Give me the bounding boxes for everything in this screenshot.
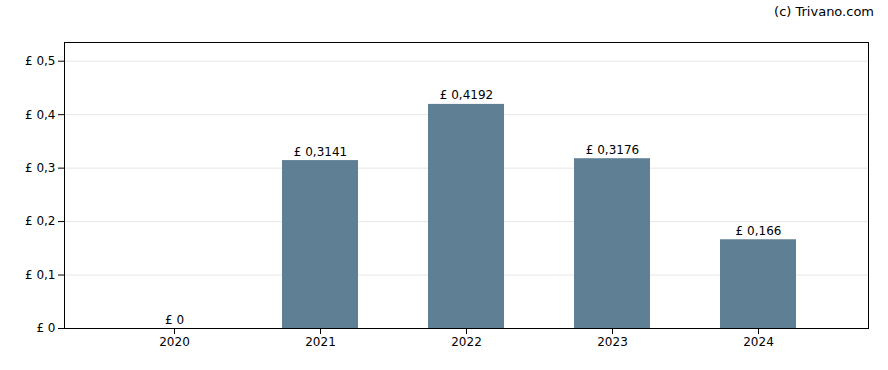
svg-text:2020: 2020 [159,335,190,349]
svg-text:£ 0,3: £ 0,3 [25,161,56,175]
svg-text:£ 0,1: £ 0,1 [25,268,56,282]
svg-text:£ 0,4192: £ 0,4192 [440,88,493,102]
svg-text:2022: 2022 [451,335,482,349]
svg-text:£ 0,5: £ 0,5 [25,54,56,68]
html-text:(c) Trivano.com: (c) Trivano.com [774,4,874,19]
svg-text:£ 0,166: £ 0,166 [736,224,782,238]
svg-text:£ 0,3141: £ 0,3141 [294,145,347,159]
svg-text:2023: 2023 [597,335,628,349]
svg-text:£ 0,2: £ 0,2 [25,214,56,228]
svg-text:2021: 2021 [305,335,336,349]
svg-text:£ 0,3176: £ 0,3176 [586,143,639,157]
svg-text:£ 0,4: £ 0,4 [25,108,56,122]
svg-text:£ 0: £ 0 [165,313,184,327]
svg-text:£ 0: £ 0 [36,321,55,335]
svg-text:2024: 2024 [743,335,774,349]
